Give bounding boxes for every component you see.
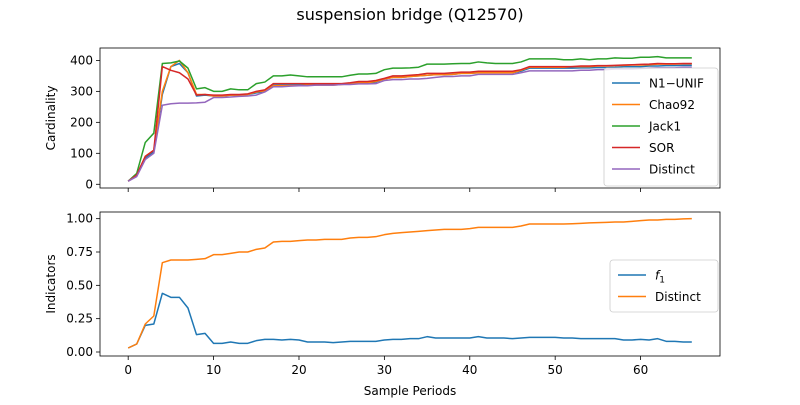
x-tick-label: 10 [206,363,221,377]
x-tick-label: 20 [291,363,306,377]
x-tick-label: 30 [377,363,392,377]
legend-label: Distinct [649,163,695,177]
series-line-sor [127,62,692,182]
legend-label: Distinct [655,290,701,304]
legend-label: SOR [649,141,674,155]
legend-label: f1 [655,269,665,286]
series-line-jack1 [127,55,692,182]
y-tick-label: 0 [85,177,93,191]
indicators-chart: 0 10 20 30 40 50 60 0.00 0.25 0.50 0.75 1.00 Indicat… [44,211,721,398]
y-tick-label: 0.50 [66,278,93,292]
cardinality-chart: 0 100 200 300 400 Cardinality N1−UNIF Chao92 Jac… [44,47,721,192]
y-tick-label: 0.25 [66,312,93,326]
plot-frame [99,47,721,189]
legend-label: N1−UNIF [649,77,704,91]
y-axis-label: Indicators [44,254,58,313]
figure-title: suspension bridge (Q12570) [296,5,523,24]
legend-label: Chao92 [649,98,695,112]
y-tick-label: 100 [70,146,93,160]
legend: f1 Distinct [609,259,719,313]
legend-box [609,259,719,313]
y-tick-label: 300 [70,84,93,98]
y-tick-label: 1.00 [66,212,93,226]
series-line-distinct [127,217,692,349]
y-tick-label: 400 [70,53,93,67]
y-tick-label: 200 [70,115,93,129]
legend: N1−UNIF Chao92 Jack1 SOR Distinct [603,67,719,187]
series-line-f1 [127,292,692,349]
plot-frame [99,211,721,357]
x-tick-label: 0 [124,363,132,377]
x-axis-label: Sample Periods [364,384,456,398]
legend-label: Jack1 [648,120,681,134]
series-line-distinct [127,66,692,182]
y-axis-label: Cardinality [44,86,58,151]
y-tick-label: 0.00 [66,345,93,359]
x-tick-label: 40 [462,363,477,377]
x-tick-label: 50 [548,363,563,377]
legend-box [603,67,719,187]
x-tick-label: 60 [633,363,648,377]
y-tick-label: 0.75 [66,245,93,259]
